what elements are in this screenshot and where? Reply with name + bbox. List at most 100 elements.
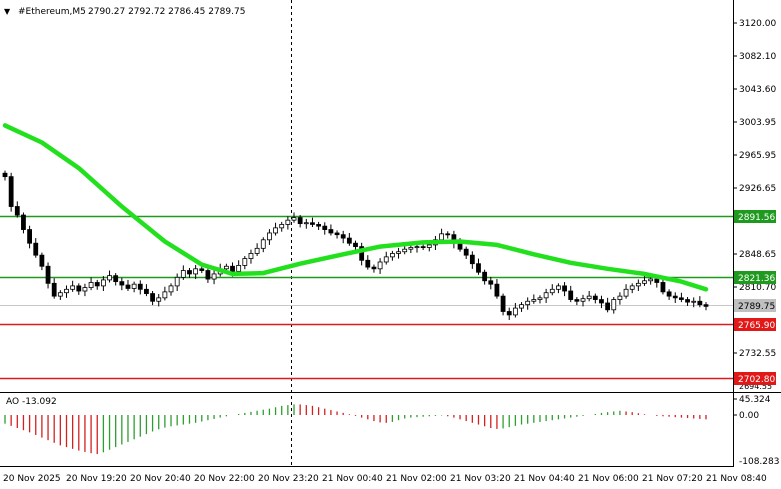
candle-body — [408, 247, 414, 250]
candle-body — [260, 239, 266, 249]
candle-body — [107, 275, 112, 281]
candle-body — [211, 273, 217, 280]
candle-body — [383, 256, 389, 263]
candle-body — [611, 299, 617, 311]
ao-title: AO -13.092 — [6, 397, 57, 407]
candle-body — [303, 222, 309, 225]
candle-body — [494, 283, 500, 297]
candle-body — [642, 280, 647, 284]
candle-body — [525, 300, 531, 306]
time-tick: 20 Nov 19:20 — [66, 474, 127, 484]
time-tick: 20 Nov 23:20 — [258, 474, 319, 484]
candle-body — [426, 244, 432, 248]
candle-body — [592, 295, 598, 300]
candle-body — [389, 253, 395, 258]
candle-body — [679, 297, 684, 300]
ao-tick: -108.283 — [739, 457, 779, 467]
candle-body — [230, 265, 235, 272]
level-label-2765: 2765.90 — [738, 321, 775, 331]
candle-body — [180, 270, 186, 278]
level-label-bg — [734, 318, 776, 331]
candle-body — [537, 297, 543, 300]
candle-body — [285, 219, 291, 225]
candle-body — [685, 299, 690, 303]
candle-body — [82, 287, 88, 292]
time-tick: 20 Nov 2025 — [3, 474, 61, 484]
candle-body — [328, 229, 334, 234]
candle-body — [174, 276, 180, 287]
candle-body — [648, 278, 654, 282]
candle-body — [279, 224, 285, 229]
level-label-bg — [734, 271, 776, 284]
candle-body — [377, 261, 383, 270]
candle-body — [45, 265, 51, 284]
candle-body — [371, 266, 377, 270]
candle-body — [113, 275, 119, 283]
time-axis: 20 Nov 2025 20 Nov 19:20 20 Nov 20:40 20… — [3, 474, 767, 484]
candle-body — [586, 295, 592, 300]
ao-indicator-panel[interactable]: AO -13.092 45.324 0.00 -108.283 — [4, 395, 779, 467]
candle-body — [562, 285, 567, 292]
candle-body — [629, 285, 635, 290]
candle-body — [242, 258, 248, 266]
candle-body — [168, 285, 174, 293]
candle-body — [556, 285, 561, 290]
candle-body — [88, 282, 94, 288]
time-tick: 21 Nov 06:00 — [578, 474, 639, 484]
candle-body — [420, 246, 426, 249]
candle-body — [76, 285, 82, 292]
candle-body — [340, 234, 346, 239]
chart-header: ▼ #Ethereum,M5 2790.27 2792.72 2786.45 2… — [4, 7, 245, 17]
candle-body — [162, 291, 168, 299]
candle-body — [469, 254, 475, 265]
candle-body — [353, 242, 358, 248]
candle-body — [137, 283, 143, 290]
candle-body — [51, 282, 57, 297]
candle-body — [445, 233, 451, 236]
candle-body — [365, 259, 371, 268]
time-tick: 20 Nov 22:00 — [194, 474, 255, 484]
candle-body — [346, 237, 352, 244]
candle-body — [599, 299, 604, 304]
candle-body — [568, 290, 574, 300]
candle-body — [531, 299, 537, 302]
candle-body — [14, 206, 20, 216]
candle-body — [21, 214, 26, 230]
candle-body — [414, 246, 420, 249]
candle-body — [236, 265, 242, 272]
price-tick: 3120.00 — [739, 19, 776, 29]
candlestick-series — [2, 170, 709, 321]
ao-tick: 0.00 — [739, 411, 759, 421]
candle-body — [193, 268, 199, 275]
price-axis: 3120.00 3082.10 3043.60 3003.95 2965.95 … — [733, 19, 776, 391]
level-label-2821: 2821.36 — [738, 274, 775, 284]
candle-body — [359, 246, 365, 261]
candle-body — [33, 242, 39, 256]
level-label-bg — [734, 210, 776, 223]
time-tick: 20 Nov 20:40 — [130, 474, 191, 484]
time-tick: 21 Nov 07:20 — [642, 474, 703, 484]
candle-body — [691, 300, 697, 303]
candle-body — [463, 248, 469, 256]
dropdown-triangle-icon[interactable]: ▼ — [4, 7, 11, 16]
candle-body — [574, 299, 580, 302]
candle-body — [187, 270, 192, 275]
candle-body — [476, 263, 481, 273]
candle-body — [543, 292, 549, 299]
candle-body — [27, 229, 32, 244]
candle-body — [150, 293, 155, 302]
candle-body — [254, 247, 260, 254]
candle-body — [291, 217, 297, 221]
candle-body — [605, 302, 611, 311]
moving-average-line — [2, 123, 709, 292]
price-tick: 2810.70 — [739, 283, 776, 293]
candle-body — [248, 253, 254, 259]
candle-body — [482, 271, 488, 282]
candle-body — [316, 224, 322, 227]
time-tick: 21 Nov 02:00 — [386, 474, 447, 484]
candle-body — [617, 295, 623, 300]
level-labels: 2891.56 2821.36 2789.75 2765.90 2702.80 — [734, 210, 776, 385]
candle-body — [2, 172, 8, 178]
current-price-label: 2789.75 — [738, 302, 775, 312]
